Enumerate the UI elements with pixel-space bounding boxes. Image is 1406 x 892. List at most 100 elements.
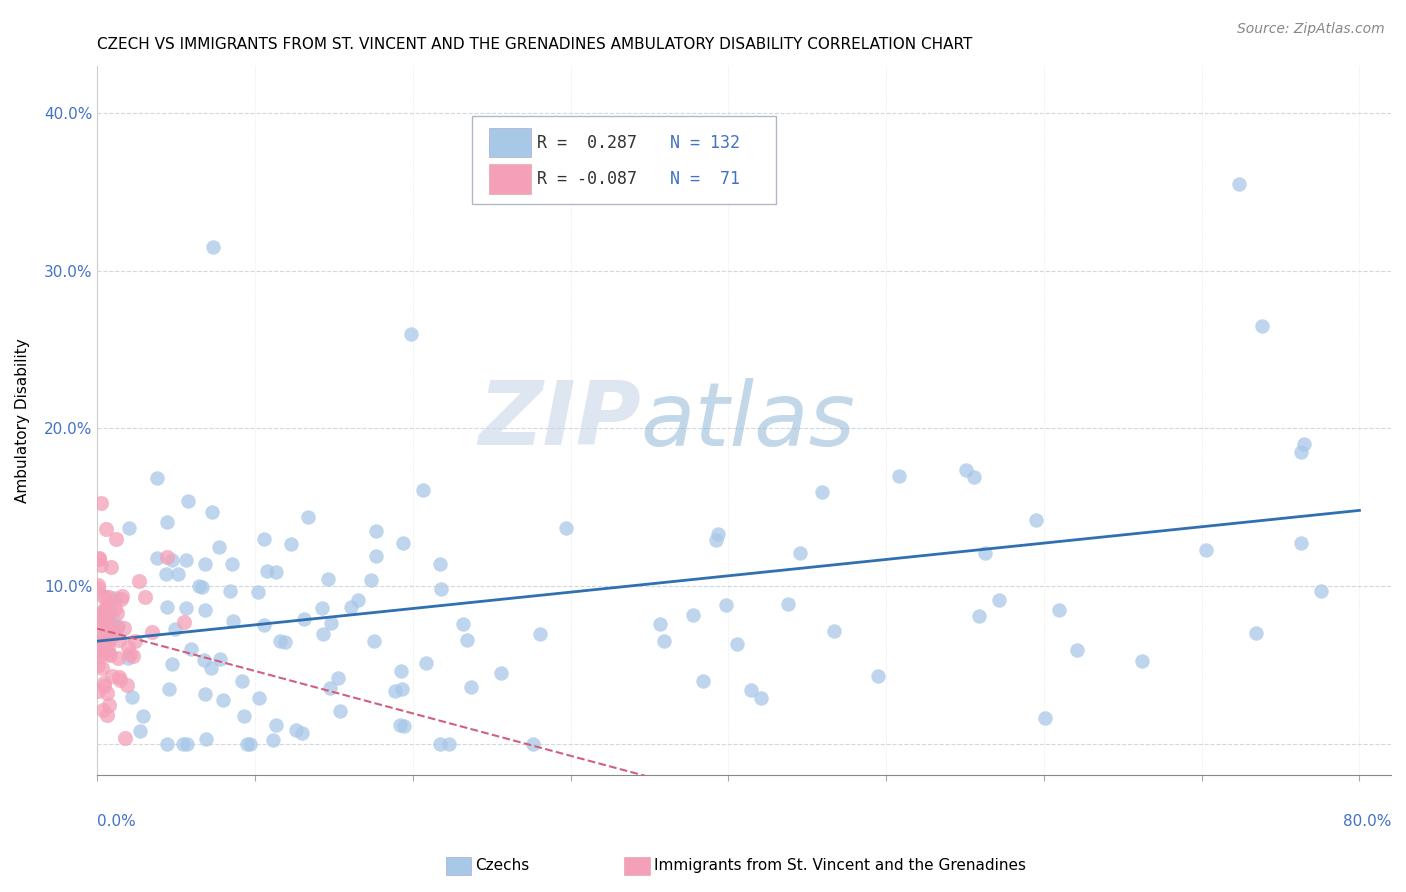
Point: [90, 637, 112, 651]
Point: [247, 690, 270, 705]
Point: [146, 550, 169, 565]
Point: [460, 680, 482, 694]
Point: [264, 566, 287, 580]
Point: [274, 635, 297, 649]
FancyBboxPatch shape: [489, 128, 530, 158]
Point: [94, 591, 117, 605]
Point: [194, 603, 217, 617]
Point: [101, 607, 124, 622]
Point: [967, 609, 990, 624]
Point: [100, 620, 122, 634]
Point: [105, 607, 128, 621]
Point: [294, 611, 316, 625]
Point: [104, 532, 127, 546]
Point: [94, 634, 117, 648]
Point: [87, 552, 110, 566]
Point: [91, 604, 114, 618]
Point: [704, 533, 727, 547]
Point: [96, 686, 118, 700]
Point: [388, 717, 411, 731]
Point: [328, 671, 350, 685]
Point: [86, 657, 108, 672]
Point: [823, 624, 845, 638]
Point: [155, 600, 177, 615]
Point: [97, 647, 120, 661]
Point: [311, 601, 333, 615]
Point: [389, 664, 412, 678]
Point: [146, 471, 169, 485]
Point: [429, 737, 451, 751]
Point: [156, 515, 179, 529]
Point: [160, 553, 183, 567]
Point: [120, 647, 142, 661]
Point: [963, 470, 986, 484]
Point: [429, 557, 451, 571]
Point: [222, 614, 245, 628]
Point: [117, 640, 139, 654]
Point: [105, 620, 128, 634]
Point: [194, 731, 217, 746]
Text: ZIP: ZIP: [478, 377, 641, 464]
Point: [87, 684, 110, 698]
Point: [256, 565, 278, 579]
Point: [117, 651, 139, 665]
Point: [97, 606, 120, 620]
Point: [89, 644, 111, 658]
Point: [93, 676, 115, 690]
Point: [1291, 536, 1313, 550]
Text: N = 132: N = 132: [671, 134, 741, 152]
Point: [321, 615, 343, 630]
Point: [87, 581, 110, 595]
Point: [89, 619, 111, 633]
Point: [100, 619, 122, 633]
Point: [141, 624, 163, 639]
Point: [1130, 654, 1153, 668]
Point: [176, 494, 198, 508]
Point: [280, 536, 302, 550]
Point: [212, 693, 235, 707]
Point: [868, 668, 890, 682]
Point: [97, 608, 120, 623]
Point: [87, 640, 110, 655]
Point: [94, 599, 117, 614]
Point: [91, 606, 114, 620]
Point: [364, 524, 387, 538]
Point: [134, 590, 156, 604]
Point: [201, 504, 224, 518]
Point: [1047, 602, 1070, 616]
Point: [231, 674, 253, 689]
Point: [98, 598, 121, 612]
Point: [364, 549, 387, 564]
Point: [529, 626, 551, 640]
Point: [437, 737, 460, 751]
Point: [118, 521, 141, 535]
Point: [100, 625, 122, 640]
Point: [707, 527, 730, 541]
Point: [193, 653, 215, 667]
Text: CZECH VS IMMIGRANTS FROM ST. VINCENT AND THE GRENADINES AMBULATORY DISABILITY CO: CZECH VS IMMIGRANTS FROM ST. VINCENT AND…: [97, 37, 973, 53]
Point: [269, 633, 291, 648]
Point: [650, 617, 672, 632]
Point: [172, 737, 194, 751]
Point: [105, 620, 128, 634]
Point: [692, 673, 714, 688]
Point: [682, 608, 704, 623]
Point: [128, 574, 150, 588]
Point: [93, 589, 115, 603]
Point: [124, 634, 146, 648]
Point: [122, 649, 145, 664]
Point: [810, 485, 832, 500]
Point: [129, 724, 152, 739]
Point: [489, 665, 512, 680]
Point: [221, 557, 243, 571]
Point: [360, 574, 382, 588]
Point: [121, 690, 143, 705]
Point: [285, 723, 308, 738]
Point: [156, 737, 179, 751]
Point: [392, 535, 415, 549]
Text: 80.0%: 80.0%: [1343, 814, 1391, 830]
Point: [191, 581, 214, 595]
Point: [160, 657, 183, 671]
Point: [384, 684, 406, 698]
Point: [87, 632, 110, 647]
